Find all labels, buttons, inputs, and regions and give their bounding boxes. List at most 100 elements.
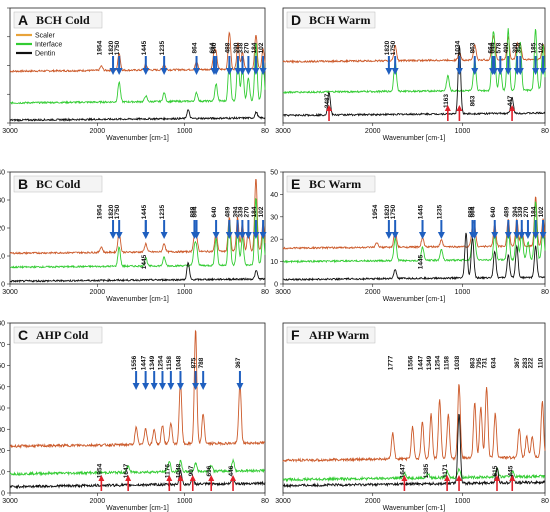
panel-letter: C — [18, 327, 28, 343]
peak-label: 864 — [192, 206, 199, 217]
peak-label: 390 — [233, 42, 240, 53]
peak-label: 1385 — [423, 463, 430, 478]
x-tick-label: 2000 — [90, 498, 106, 505]
y-tick-label: 50 — [0, 384, 5, 391]
blue-arrow-head — [524, 232, 532, 239]
y-tick-label: 10 — [0, 469, 5, 476]
blue-arrow-head — [167, 383, 175, 390]
x-tick-label: 1000 — [455, 498, 471, 505]
panel-b: 3000 2000 1000 80 0 10 20 30 40 Wavenumber [cm-1]… — [0, 170, 269, 304]
peak-label: 1556 — [408, 355, 415, 370]
series-line-interface — [282, 467, 546, 483]
x-tick-label: 80 — [541, 289, 549, 296]
peak-label: 1820 — [384, 40, 391, 55]
peak-label: 1171 — [442, 464, 449, 478]
peak-label: 1750 — [114, 40, 121, 55]
series-line-dentin — [9, 109, 266, 123]
peak-label: 184 — [251, 206, 258, 217]
x-tick-label: 3000 — [275, 128, 291, 135]
red-arrow-head — [166, 475, 173, 481]
peak-label: 185 — [531, 42, 538, 53]
y-tick-label: 20 — [270, 237, 278, 244]
x-tick-label: 3000 — [275, 289, 291, 296]
peak-label: 1235 — [436, 204, 443, 219]
blue-arrow-head — [539, 232, 547, 239]
x-tick-label: 1000 — [177, 128, 193, 135]
blue-arrow-head — [471, 68, 479, 75]
y-tick-label: 40 — [270, 192, 278, 199]
blue-arrow-head — [385, 232, 393, 239]
peak-label: 888 — [189, 206, 196, 217]
red-arrow-head — [444, 105, 451, 111]
peak-label: 1034 — [454, 40, 461, 55]
x-axis-label: Wavenumber [cm-1] — [383, 135, 446, 142]
peak-label: 338 — [237, 42, 244, 53]
red-arrow-head — [456, 105, 463, 111]
x-axis-label: Wavenumber [cm-1] — [106, 505, 169, 512]
x-tick-label: 3000 — [2, 498, 18, 505]
peak-label: 664 — [209, 42, 216, 53]
blue-arrow-head — [252, 68, 260, 75]
peak-label: 795 — [476, 357, 483, 368]
red-arrow-head — [208, 475, 215, 481]
peak-label: 578 — [495, 42, 502, 53]
blue-arrow-head — [109, 68, 117, 75]
peak-label: 1163 — [443, 94, 450, 108]
peak-label: 907 — [188, 465, 195, 476]
series-line-dentin — [9, 468, 266, 490]
peak-label: 1954 — [96, 204, 103, 219]
peak-label: 184 — [531, 206, 538, 217]
peak-label: 863 — [470, 95, 477, 106]
panel-a: 3000 2000 1000 80 Wavenumber [cm-1] A BCH Cold… — [2, 7, 269, 142]
peak-label: 1349 — [426, 355, 433, 370]
x-tick-label: 2000 — [365, 128, 381, 135]
peak-label: 339 — [237, 206, 244, 217]
blue-arrow-head — [385, 68, 393, 75]
red-arrow-head — [326, 105, 333, 111]
peak-label: 102 — [538, 206, 545, 217]
panel-title: BC Warm — [309, 177, 361, 191]
peak-label: 1750 — [114, 204, 121, 219]
x-tick-label: 80 — [541, 498, 549, 505]
series-line-interface — [9, 43, 266, 105]
y-tick-label: 0 — [1, 282, 5, 289]
peak-label: 1445 — [418, 204, 425, 219]
blue-arrow-head — [212, 68, 220, 75]
peak-label: 1048 — [175, 463, 182, 478]
peak-label: 1556 — [131, 355, 138, 370]
peak-label: 864 — [192, 42, 199, 53]
peak-label: 875 — [191, 357, 198, 368]
peak-label: 1158 — [443, 356, 450, 370]
x-tick-label: 1000 — [177, 498, 193, 505]
x-tick-label: 3000 — [275, 498, 291, 505]
x-tick-label: 1000 — [177, 289, 193, 296]
blue-arrow-head — [252, 232, 260, 239]
blue-arrow-head — [150, 383, 158, 390]
title-box — [13, 326, 103, 344]
panel-d: 3000 2000 1000 80 Wavenumber [cm-1] D BCH Warm… — [275, 7, 549, 142]
blue-arrow-head — [391, 232, 399, 239]
y-tick-label: 30 — [0, 198, 5, 205]
red-arrow-head — [509, 105, 516, 111]
blue-arrow-head — [192, 383, 200, 390]
peak-label: 664 — [488, 42, 495, 53]
title-box — [13, 11, 103, 29]
series-line-scaler — [9, 178, 266, 255]
x-tick-label: 80 — [541, 128, 549, 135]
panel-letter: F — [291, 327, 300, 343]
peak-label: 270 — [243, 42, 250, 53]
x-tick-label: 2000 — [90, 289, 106, 296]
blue-arrow-head — [142, 383, 150, 390]
peak-label: 640 — [211, 42, 218, 53]
series-line-interface — [9, 458, 265, 477]
y-tick-label: 20 — [0, 226, 5, 233]
peak-label: 339 — [517, 206, 524, 217]
red-arrow-head — [509, 475, 516, 481]
legend-entry: Dentin — [35, 51, 55, 58]
peak-label: 270 — [523, 206, 530, 217]
y-tick-label: 60 — [0, 363, 5, 370]
peak-label: 2487 — [324, 93, 331, 108]
peak-label: 640 — [490, 206, 497, 217]
blue-arrow-head — [504, 232, 512, 239]
y-tick-label: 0 — [274, 282, 278, 289]
